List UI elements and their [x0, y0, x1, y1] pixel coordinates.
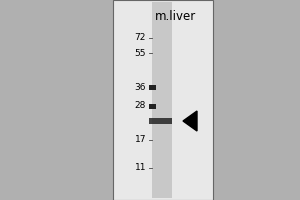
Bar: [152, 2, 172, 198]
Polygon shape: [183, 111, 197, 131]
Bar: [149, 84, 156, 90]
Bar: [149, 104, 156, 108]
Text: 55: 55: [134, 48, 146, 58]
Text: 36: 36: [134, 82, 146, 92]
Text: 11: 11: [134, 164, 146, 172]
Text: m.liver: m.liver: [154, 10, 196, 23]
Bar: [149, 118, 172, 124]
Text: 28: 28: [135, 102, 146, 110]
Text: 17: 17: [134, 136, 146, 144]
Bar: [113, 0, 213, 200]
Text: 72: 72: [135, 33, 146, 43]
